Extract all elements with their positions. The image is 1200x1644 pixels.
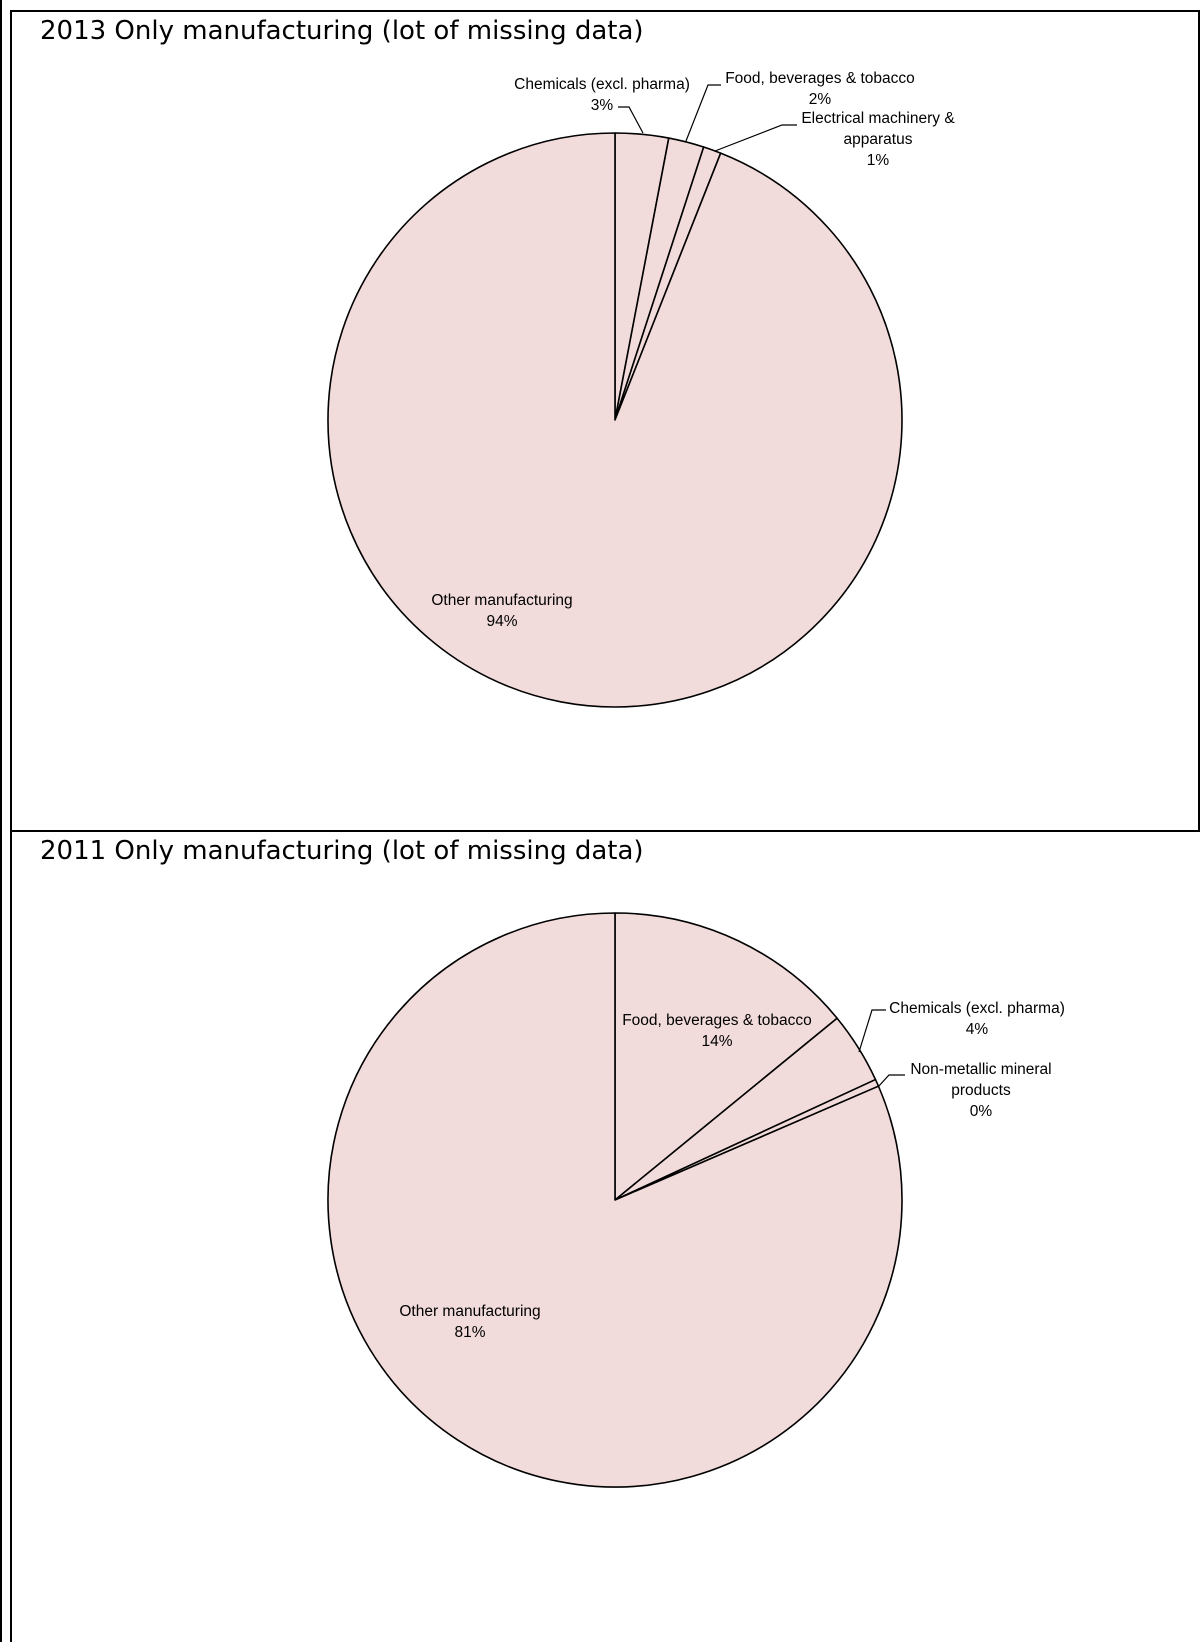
- pie-chart-2013: Chemicals (excl. pharma) 3% Food, beverage…: [327, 70, 955, 708]
- pie-slice: [327, 132, 903, 708]
- slice-label: Food, beverages & tobacco 2%: [725, 70, 915, 108]
- chart-title: 2013 Only manufacturing (lot of missing …: [40, 16, 644, 46]
- slice-label: Chemicals (excl. pharma) 4%: [889, 1000, 1065, 1038]
- slice-label: Other manufacturing 94%: [431, 592, 572, 630]
- chart-panel-2011: 2011 Only manufacturing (lot of missing …: [10, 830, 1200, 1642]
- slice-label: Electrical machinery & apparatus 1%: [801, 110, 955, 169]
- pie-slice: [614, 912, 838, 1201]
- pie-chart-2011: Food, beverages & tobacco 14% Chemicals (e…: [327, 912, 1065, 1488]
- slice-label: Food, beverages & tobacco 14%: [622, 1012, 812, 1050]
- leader-line: [714, 124, 797, 152]
- pie-slice: [327, 912, 903, 1488]
- slice-label: Non-metallic mineral products 0%: [910, 1061, 1051, 1120]
- leader-line: [858, 1009, 886, 1053]
- leader-line: [618, 106, 644, 134]
- leader-line: [685, 84, 721, 142]
- slice-label: Other manufacturing 81%: [399, 1303, 540, 1341]
- chart-title: 2011 Only manufacturing (lot of missing …: [40, 836, 644, 866]
- chart-panel-2013: 2013 Only manufacturing (lot of missing …: [10, 10, 1200, 832]
- leader-line: [877, 1074, 905, 1088]
- page-frame-line: [0, 0, 2, 1642]
- slice-label: Chemicals (excl. pharma) 3%: [514, 76, 690, 114]
